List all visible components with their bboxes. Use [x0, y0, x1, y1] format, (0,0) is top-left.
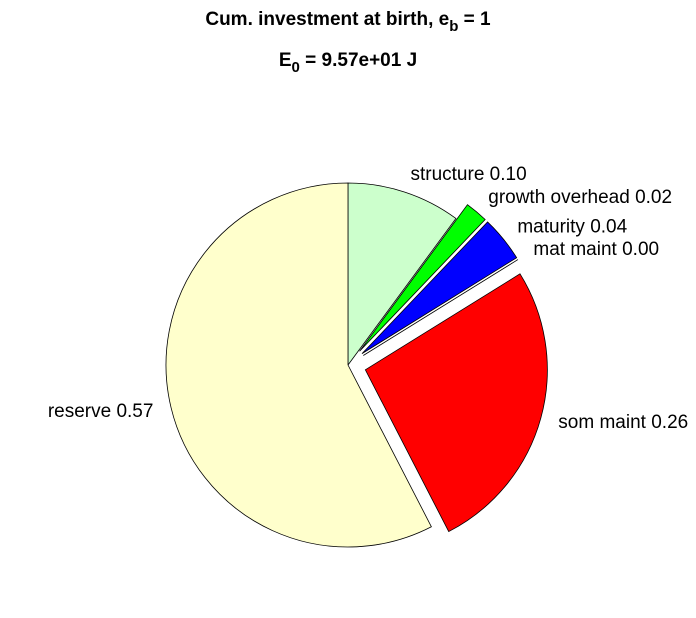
slice-name: som maint — [558, 412, 646, 433]
slice-name: structure — [410, 164, 484, 185]
slice-label: mat maint 0.00 — [533, 239, 659, 260]
slice-label: structure 0.10 — [410, 164, 526, 185]
slice-label: growth overhead 0.02 — [488, 187, 672, 208]
slice-value: 0.02 — [635, 187, 672, 208]
title-part: Cum. investment at birth, e — [205, 9, 449, 30]
slice-label: som maint 0.26 — [558, 412, 688, 433]
slice-label: reserve 0.57 — [48, 401, 154, 422]
subtitle-sub: 0 — [292, 59, 300, 76]
slice-value: 0.10 — [490, 164, 527, 185]
slice-name: maturity — [517, 216, 585, 237]
subtitle-part: E — [279, 50, 292, 71]
slice-value: 0.26 — [651, 412, 688, 433]
pie-slice — [364, 273, 548, 533]
slice-label: maturity 0.04 — [517, 216, 627, 237]
slice-name: mat maint — [533, 239, 617, 260]
title-part: = 1 — [458, 9, 491, 30]
pie-slice — [363, 259, 519, 356]
slice-value: 0.57 — [116, 401, 153, 422]
subtitle-part: = 9.57e+01 J — [300, 50, 417, 71]
pie-slice — [347, 182, 457, 367]
pie-slice — [165, 182, 432, 548]
pie-slice — [361, 221, 518, 354]
pie-slice — [359, 204, 486, 352]
slice-value: 0.00 — [622, 239, 659, 260]
chart-title: Cum. investment at birth, eb = 1 — [205, 9, 491, 35]
chart-subtitle: E0 = 9.57e+01 J — [279, 50, 417, 76]
title-sub: b — [449, 18, 458, 35]
slice-value: 0.04 — [590, 216, 627, 237]
slice-name: reserve — [48, 401, 111, 422]
slice-name: growth overhead — [488, 187, 630, 208]
